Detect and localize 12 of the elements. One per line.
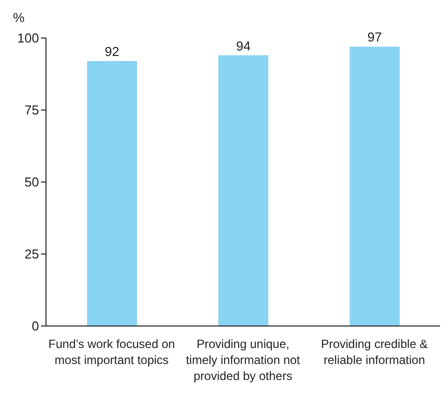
y-tick-label: 25 [24,246,39,262]
data-label: 92 [104,44,120,60]
y-tick-label: 0 [32,318,39,334]
data-label: 94 [236,38,251,54]
x-tick-label: Providing credible & reliable information [320,337,428,367]
y-tick-label: 100 [17,30,39,46]
x-tick-label: Providing unique, timely information not provided by others [186,337,301,383]
y-tick-label: 75 [24,102,39,118]
y-tick-label: 50 [24,174,39,190]
data-label: 97 [367,30,382,45]
x-tick-label: Fund’s work focused on most important topics [48,337,175,367]
y-axis-title: % [13,10,25,25]
